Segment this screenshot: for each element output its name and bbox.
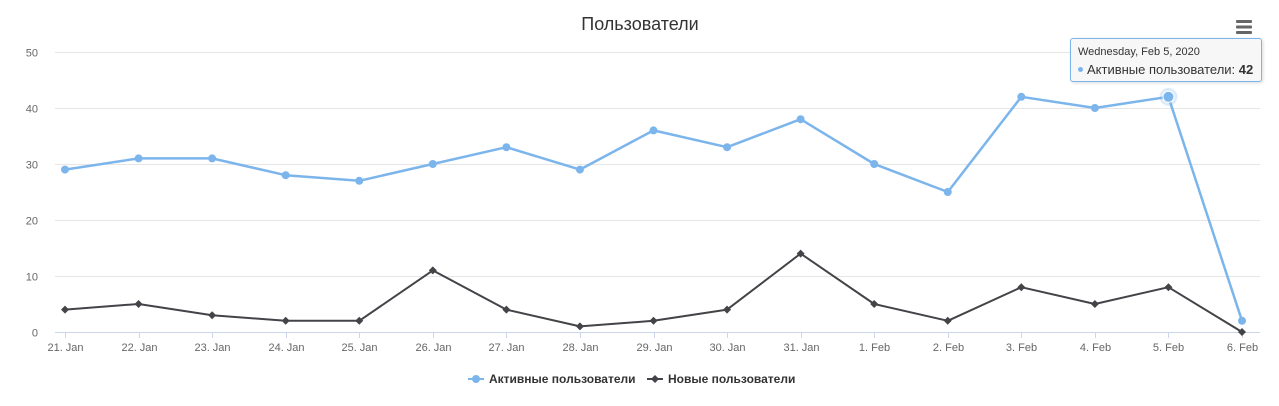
y-axis: 0 10 20 30 40 50: [26, 48, 38, 340]
hover-point: [1162, 90, 1175, 103]
data-point: [134, 300, 143, 308]
data-point: [649, 316, 658, 325]
data-point: [723, 305, 732, 314]
data-point: [428, 160, 437, 168]
legend-label: Активные пользователи: [489, 372, 636, 386]
x-axis: 21. Jan 22. Jan 23. Jan 24. Jan 25. Jan 26. J…: [47, 332, 1258, 354]
y-tick-label: 30: [26, 160, 38, 172]
data-point: [1238, 328, 1246, 336]
tooltip: Wednesday, Feb 5, 2020 Активные пользова…: [1070, 38, 1262, 82]
x-tick-label: 5. Feb: [1153, 342, 1184, 354]
chart-title: Пользователи: [581, 14, 698, 34]
data-point: [943, 316, 952, 325]
tooltip-date: Wednesday, Feb 5, 2020: [1078, 46, 1200, 58]
data-point: [355, 316, 364, 325]
x-tick-label: 2. Feb: [933, 342, 964, 354]
legend-item[interactable]: Новые пользователи: [647, 372, 795, 386]
x-tick-label: 1. Feb: [859, 342, 890, 354]
tooltip-series-dot: [1078, 67, 1083, 73]
x-tick-label: 6. Feb: [1227, 342, 1258, 354]
data-point: [1090, 300, 1099, 308]
legend-item[interactable]: Активные пользователи: [468, 372, 636, 386]
x-tick-label: 23. Jan: [194, 342, 230, 354]
data-point: [61, 305, 69, 314]
data-point: [870, 300, 879, 308]
tooltip-value: 42: [1238, 62, 1254, 77]
legend-marker: [651, 375, 659, 383]
x-tick-label: 21. Jan: [47, 342, 83, 354]
data-point: [1090, 104, 1099, 112]
x-tick-label: 31. Jan: [783, 342, 819, 354]
data-point: [796, 249, 805, 258]
x-tick-label: 29. Jan: [636, 342, 672, 354]
data-point: [1238, 316, 1246, 325]
hamburger-menu-icon[interactable]: [1236, 20, 1252, 34]
data-point: [208, 311, 217, 320]
y-tick-label: 20: [26, 216, 38, 228]
data-point: [502, 143, 511, 152]
y-tick-label: 0: [32, 328, 38, 340]
data-point: [281, 316, 290, 325]
data-point: [1164, 283, 1173, 292]
x-tick-label: 4. Feb: [1080, 342, 1111, 354]
data-point: [870, 160, 879, 168]
data-point: [575, 322, 584, 331]
y-tick-label: 50: [26, 48, 38, 60]
data-point: [649, 126, 658, 135]
data-point: [134, 154, 143, 163]
data-point: [61, 165, 69, 174]
data-point: [943, 188, 952, 196]
data-point: [355, 176, 364, 185]
y-tick-label: 10: [26, 272, 38, 284]
tooltip-series-label: Активные пользователи: [1087, 62, 1232, 77]
data-point: [428, 266, 437, 275]
tooltip-row: Активные пользователи: 42: [1078, 61, 1254, 79]
data-point: [208, 154, 217, 163]
x-tick-label: 25. Jan: [341, 342, 377, 354]
legend-label: Новые пользователи: [668, 372, 795, 386]
grid-lines: [55, 52, 1260, 333]
data-point: [502, 305, 511, 314]
series-layer: [61, 87, 1246, 336]
data-point: [796, 115, 805, 124]
data-point: [723, 143, 732, 152]
x-tick-label: 28. Jan: [562, 342, 598, 354]
x-tick-label: 30. Jan: [709, 342, 745, 354]
data-point: [1017, 92, 1026, 101]
x-tick-label: 26. Jan: [415, 342, 451, 354]
x-tick-label: 22. Jan: [121, 342, 157, 354]
data-point: [1017, 283, 1026, 292]
legend: Активные пользователи Новые пользователи: [468, 372, 795, 386]
data-point: [281, 171, 290, 180]
x-tick-label: 3. Feb: [1006, 342, 1037, 354]
x-tick-label: 27. Jan: [488, 342, 524, 354]
y-tick-label: 40: [26, 104, 38, 116]
data-point: [575, 165, 584, 174]
x-tick-label: 24. Jan: [268, 342, 304, 354]
legend-marker: [472, 375, 480, 383]
